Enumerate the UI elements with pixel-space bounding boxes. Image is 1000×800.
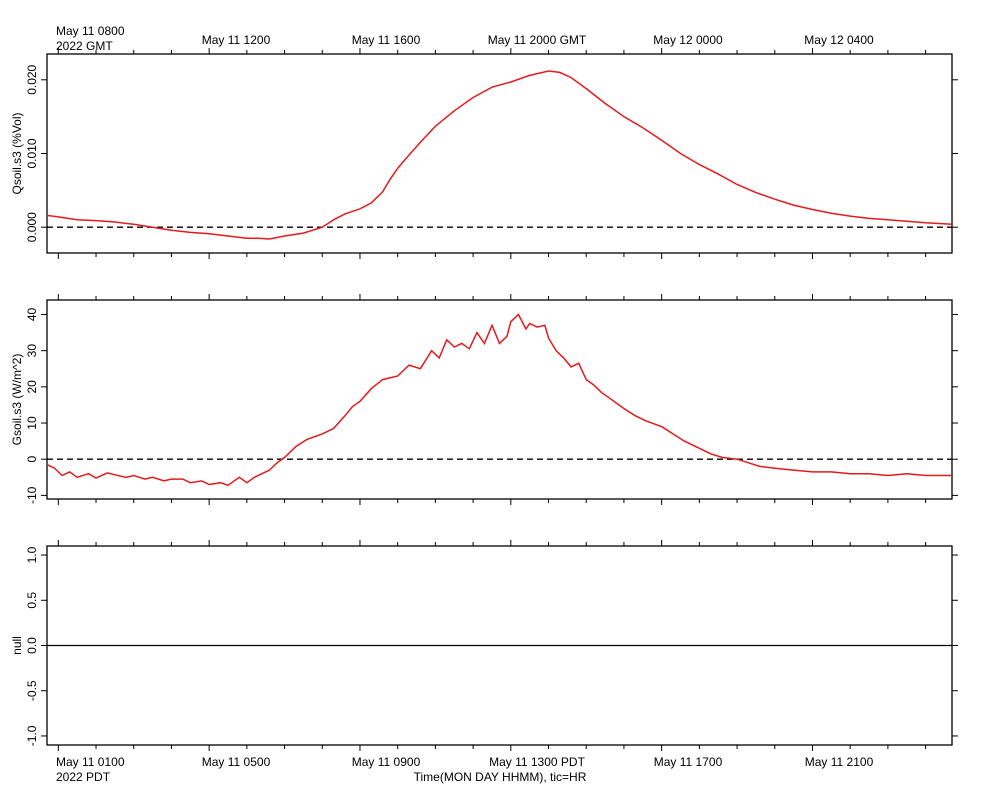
bottom-axis-label-3: May 11 1300 PDT [489,755,585,769]
bottom-axis-start-suffix: 2022 PDT [56,770,111,784]
y-tick-label: 0 [25,456,39,463]
panel-qsoil-ticks: 0.000 0.010 0.020 [25,48,958,259]
top-axis-label-4: May 12 0000 [653,33,723,47]
panel-gsoil: Gsoil.s3 (W/m^2) -10 0 10 20 30 40 [10,294,958,505]
bottom-axis-label-4: May 11 1700 [654,755,723,769]
y-tick-label: 0.020 [25,64,39,94]
top-axis-label-1: May 11 1200 [202,33,271,47]
panel-gsoil-series-line [46,313,952,487]
y-tick-label: 0.010 [25,138,39,168]
panel-qsoil-series-line [46,70,953,240]
y-tick-label: -1.0 [25,725,39,746]
panel-qsoil-frame [46,53,953,254]
bottom-axis-xlabel: Time(MON DAY HHMM), tic=HR [414,770,587,784]
panel-qsoil: Qsoil.s3 (%Vol) 0.000 0.010 0.020 [10,48,958,259]
bottom-axis-label-0: May 11 0100 [56,755,125,769]
y-tick-label: 0.5 [25,592,39,609]
top-axis-label-5: May 12 0400 [804,33,874,47]
y-tick-label: 0.0 [25,637,39,654]
bottom-axis-label-5: May 11 2100 [805,755,874,769]
bottom-axis-label-2: May 11 0900 [352,755,421,769]
panel-null-ticks: -1.0 -0.5 0.0 0.5 1.0 [25,540,958,751]
y-tick-label: 30 [25,344,39,358]
y-tick-label: -10 [25,486,39,504]
y-tick-label: 10 [25,416,39,430]
top-axis-label-3: May 11 2000 GMT [488,33,587,47]
panel-null: null -1.0 -0.5 0.0 0.5 1.0 [10,540,958,751]
top-axis-start-suffix: 2022 GMT [56,39,113,53]
panel-gsoil-ticks: -10 0 10 20 30 40 [25,294,958,505]
y-tick-label: 0.000 [25,212,39,242]
panel-qsoil-ylabel: Qsoil.s3 (%Vol) [10,112,24,194]
panel-gsoil-frame [46,299,953,500]
y-tick-label: -0.5 [25,680,39,701]
panel-null-ylabel: null [10,636,24,655]
bottom-axis-label-1: May 11 0500 [202,755,271,769]
top-axis-label-0: May 11 0800 [56,24,125,38]
y-tick-label: 20 [25,380,39,394]
panel-gsoil-ylabel: Gsoil.s3 (W/m^2) [10,354,24,446]
y-tick-label: 1.0 [25,546,39,563]
y-tick-label: 40 [25,307,39,321]
top-axis-label-2: May 11 1600 [352,33,421,47]
